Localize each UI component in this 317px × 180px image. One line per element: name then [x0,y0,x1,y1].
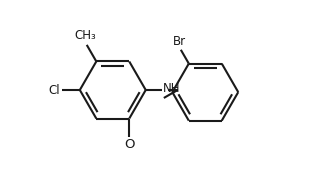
Text: CH₃: CH₃ [75,29,97,42]
Text: O: O [124,138,134,151]
Text: Br: Br [173,35,186,48]
Text: Cl: Cl [49,84,60,96]
Text: NH: NH [163,82,180,95]
